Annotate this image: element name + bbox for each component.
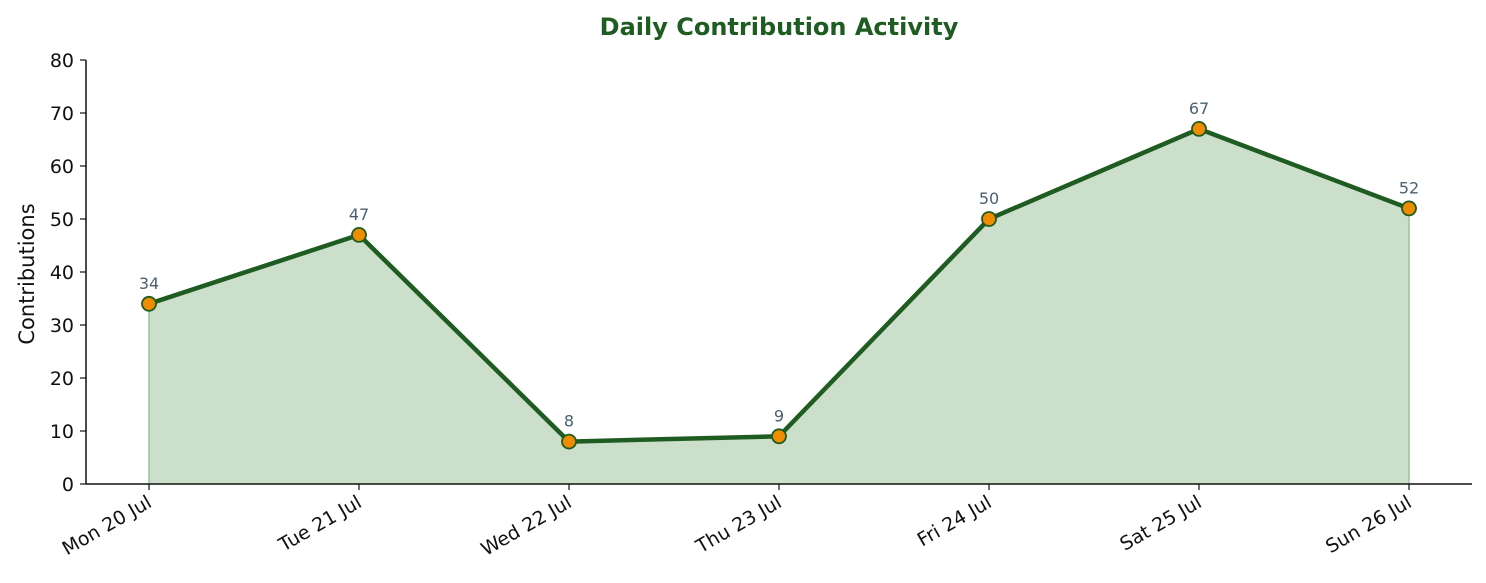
y-tick-label: 10	[50, 421, 74, 443]
data-point[interactable]	[981, 211, 997, 227]
data-label: 8	[564, 412, 574, 431]
x-tick-label: Thu 23 Jul	[691, 491, 785, 558]
y-tick-label: 30	[50, 315, 74, 337]
y-tick-label: 70	[50, 103, 74, 125]
y-tick-label: 0	[62, 474, 74, 496]
y-axis-label: Contributions	[15, 203, 39, 344]
data-label: 34	[139, 274, 159, 293]
data-point[interactable]	[561, 433, 577, 450]
data-label: 52	[1399, 178, 1419, 197]
y-tick-label: 40	[50, 262, 74, 284]
data-label: 50	[979, 189, 999, 208]
y-tick-label: 60	[50, 156, 74, 178]
y-tick-label: 20	[50, 368, 74, 390]
x-tick-label: Mon 20 Jul	[59, 491, 156, 560]
x-tick-label: Fri 24 Jul	[914, 491, 996, 551]
data-point[interactable]	[1401, 200, 1417, 217]
y-tick-label: 80	[50, 50, 74, 72]
data-point[interactable]	[1191, 120, 1207, 137]
data-point[interactable]	[351, 226, 367, 243]
area-fill	[149, 128, 1409, 484]
x-tick-label: Wed 22 Jul	[477, 491, 575, 560]
data-point[interactable]	[141, 295, 157, 312]
y-tick-label: 50	[50, 209, 74, 231]
data-label: 67	[1189, 99, 1209, 118]
chart-title: Daily Contribution Activity	[600, 13, 959, 41]
data-point[interactable]	[771, 428, 787, 445]
data-label: 9	[774, 406, 784, 425]
x-tick-label: Sun 26 Jul	[1322, 491, 1416, 558]
plot-area: 0 10 20 30 40 50 60 70 80 Mon 20 Jul Tue 21 Jul Wed…	[50, 50, 1472, 561]
x-tick-label: Tue 21 Jul	[274, 491, 365, 556]
x-tick-label: Sat 25 Jul	[1116, 491, 1205, 555]
data-label: 47	[349, 205, 369, 224]
